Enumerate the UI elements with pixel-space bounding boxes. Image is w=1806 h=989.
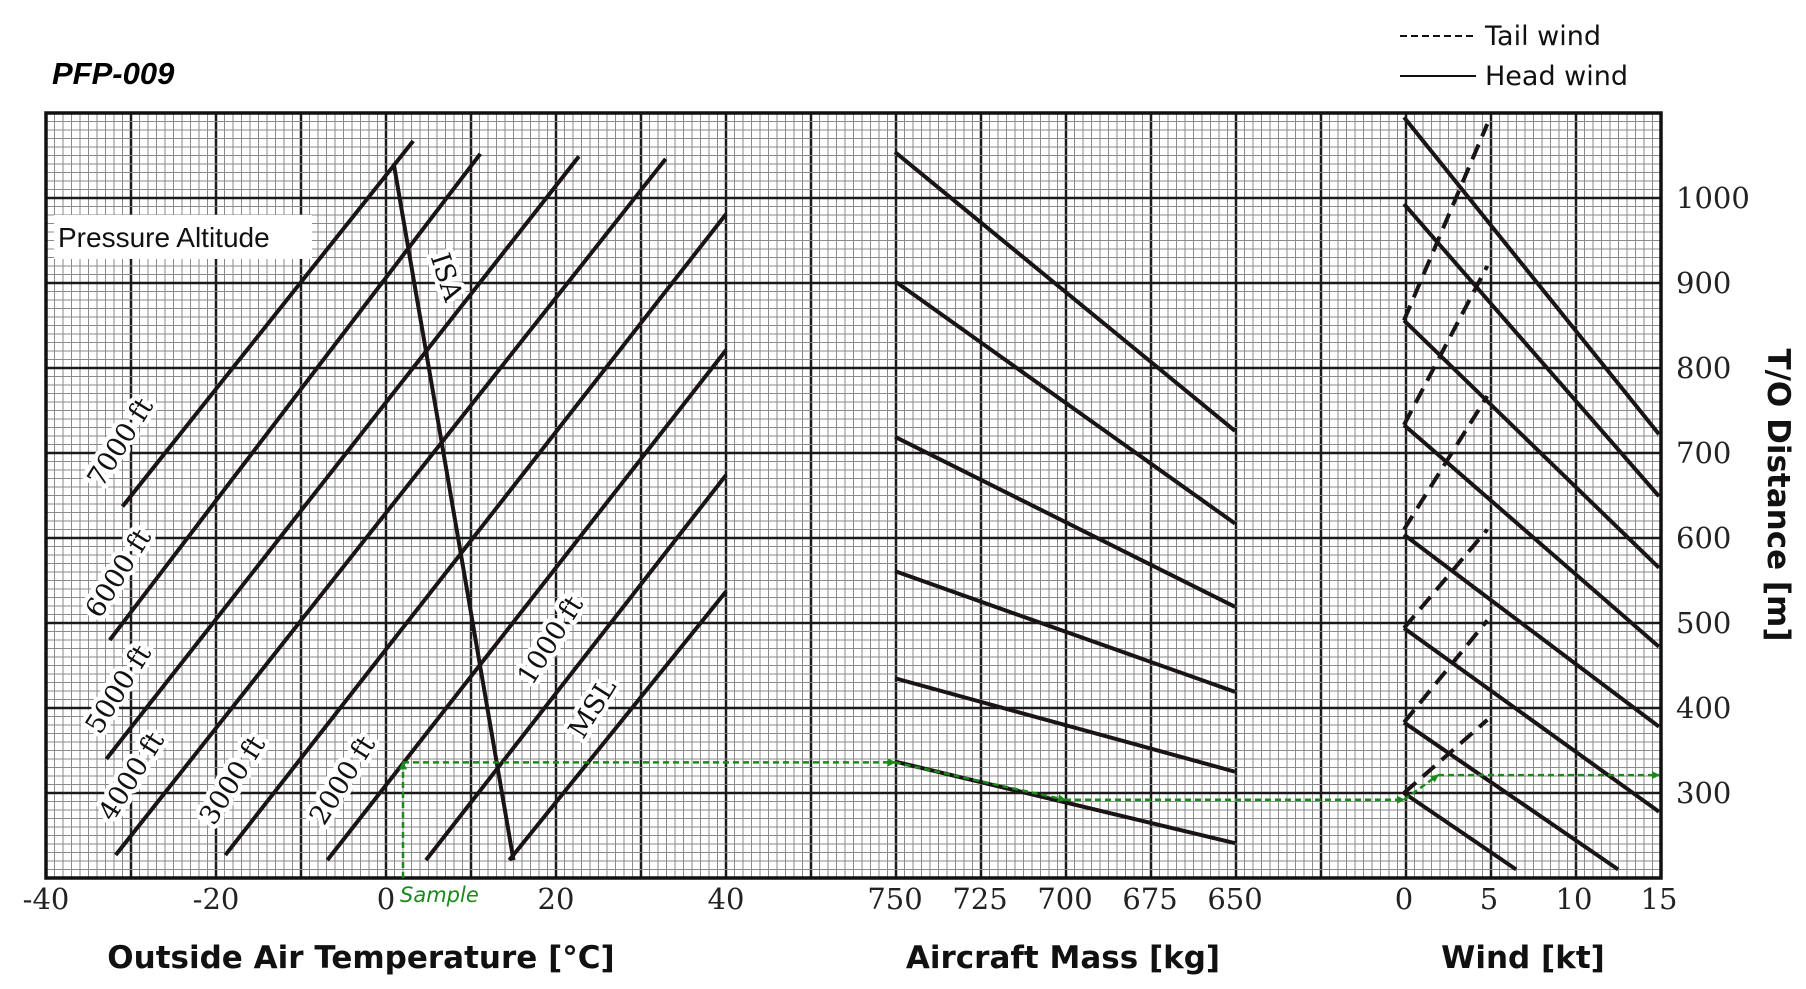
head-wind-line <box>1402 533 1661 729</box>
x-axis-title-temperature: Outside Air Temperature [°C] <box>107 940 614 976</box>
mass-correction-line <box>894 569 1236 694</box>
x-tick-label: 40 <box>708 882 745 916</box>
y-tick-label: 800 <box>1676 351 1731 385</box>
x-tick-label: -20 <box>193 882 240 916</box>
plot-frame <box>44 111 1663 880</box>
tail-wind-line <box>1402 619 1489 724</box>
x-tick-label: 700 <box>1037 882 1092 916</box>
x-tick-label: -40 <box>23 882 70 916</box>
pressure-altitude-annotation: Pressure Altitude <box>58 222 270 253</box>
sample-label: Sample <box>400 883 479 907</box>
x-tick-label: 20 <box>538 882 575 916</box>
pressure-altitude-line <box>108 152 482 642</box>
head-wind-line <box>1402 318 1661 570</box>
y-tick-label: 600 <box>1676 521 1731 555</box>
tail-wind-line <box>1402 394 1489 531</box>
tail-wind-line <box>1402 265 1490 426</box>
y-tick-label: 700 <box>1676 436 1731 470</box>
isa-line <box>391 162 516 861</box>
chart-title: PFP-009 <box>52 56 175 91</box>
pressure-altitude-label: 2000 ft <box>304 731 382 831</box>
y-tick-label: 900 <box>1676 266 1731 300</box>
pressure-altitude-line <box>325 348 728 862</box>
mass-correction-line <box>893 279 1237 526</box>
head-wind-line <box>1402 720 1620 872</box>
y-tick-label: 500 <box>1676 606 1731 640</box>
pressure-altitude-label: 5000 ft <box>80 640 158 740</box>
chart-lines <box>104 115 1661 878</box>
pressure-altitude-line <box>223 212 728 857</box>
x-tick-label: 5 <box>1480 882 1498 916</box>
legend: Tail wind Head wind <box>1400 21 1628 92</box>
y-axis-title: T/O Distance [m] <box>1760 348 1796 641</box>
sample-path-segment <box>894 761 1066 803</box>
legend-tail-wind-label: Tail wind <box>1484 21 1601 52</box>
x-tick-label: 0 <box>377 882 395 916</box>
pressure-altitude-line <box>507 590 728 862</box>
mass-correction-line <box>894 759 1236 846</box>
head-wind-line <box>1402 626 1661 814</box>
head-wind-line <box>1402 423 1661 649</box>
y-tick-label: 400 <box>1676 691 1731 725</box>
annotation-background <box>54 215 312 259</box>
mass-correction-line <box>894 435 1236 609</box>
x-tick-label: 750 <box>867 882 922 916</box>
legend-head-wind-label: Head wind <box>1485 61 1628 92</box>
head-wind-line <box>1402 202 1661 498</box>
sample-path-segment <box>1403 774 1439 801</box>
pressure-altitude-line <box>424 473 728 862</box>
x-tick-label: 10 <box>1556 882 1593 916</box>
y-tick-label: 1000 <box>1676 181 1750 215</box>
y-tick-label: 300 <box>1676 776 1731 810</box>
mass-correction-line <box>894 676 1236 774</box>
tail-wind-line <box>1402 123 1490 322</box>
x-axis-title-mass: Aircraft Mass [kg] <box>906 940 1220 976</box>
x-tick-label: 675 <box>1122 882 1177 916</box>
head-wind-line <box>1402 115 1661 436</box>
x-axis-title-wind: Wind [kt] <box>1441 940 1605 976</box>
x-tick-label: 15 <box>1641 882 1678 916</box>
mass-correction-line <box>893 150 1237 433</box>
pressure-altitude-line <box>114 157 668 857</box>
chart-grid <box>44 111 1663 880</box>
tail-wind-line <box>1402 528 1489 630</box>
tail-wind-line <box>1402 718 1489 795</box>
pressure-altitude-line <box>120 139 415 508</box>
x-tick-label: 0 <box>1395 882 1413 916</box>
head-wind-line <box>1402 791 1518 872</box>
x-tick-label: 725 <box>952 882 1007 916</box>
x-tick-label: 650 <box>1207 882 1262 916</box>
pressure-altitude-line <box>104 155 581 761</box>
